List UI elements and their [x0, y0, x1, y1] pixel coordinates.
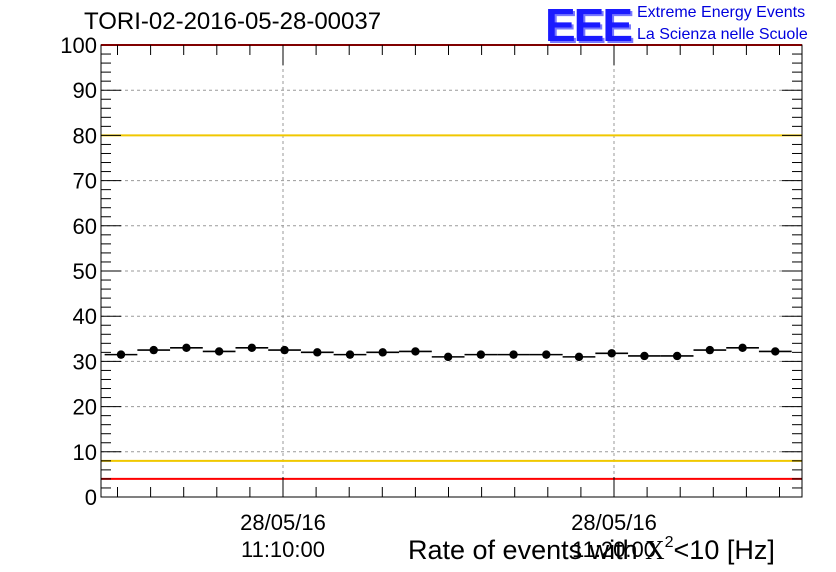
logo-mark: EEE	[545, 0, 633, 51]
data-point	[443, 352, 453, 362]
x-axis-title: Rate of events with X2<10 [Hz]	[408, 534, 775, 566]
data-point	[182, 343, 191, 353]
data-point	[705, 345, 715, 355]
run-title: TORI-02-2016-05-28-00037	[84, 8, 382, 35]
y-tick-label: 40	[73, 304, 97, 329]
grid-lines	[101, 45, 802, 497]
data-point	[247, 343, 257, 353]
y-tick-label: 70	[73, 169, 97, 194]
data-point	[411, 347, 420, 356]
data-point	[771, 347, 780, 356]
data-point	[378, 348, 387, 357]
y-tick-label: 80	[73, 123, 97, 148]
x-tick-date: 28/05/16	[240, 510, 326, 535]
logo-line1: Extreme Energy Events	[637, 4, 806, 21]
tick-labels: 010203040506070809010028/05/1611:10:0028…	[60, 33, 657, 562]
reference-lines	[101, 44, 802, 480]
x-tick-time: 11:10:00	[241, 537, 325, 562]
x-axis-title-suffix: <10 [Hz]	[673, 535, 775, 565]
x-tick-time: 11:20:00	[572, 537, 656, 562]
y-tick-label: 30	[73, 349, 97, 374]
chi-symbol: X	[645, 535, 665, 565]
y-tick-label: 50	[73, 259, 97, 284]
y-tick-label: 100	[60, 33, 97, 58]
x-tick-date: 28/05/16	[571, 510, 657, 535]
y-tick-label: 20	[73, 395, 97, 420]
data-point	[149, 345, 158, 355]
y-tick-label: 10	[73, 440, 97, 465]
data-point	[280, 345, 289, 355]
logo-line2: La Scienza nelle Scuole	[637, 26, 808, 43]
data-point	[509, 350, 518, 359]
data-point	[214, 347, 224, 356]
data-point	[640, 351, 649, 361]
y-tick-label: 60	[73, 214, 97, 239]
y-tick-label: 0	[85, 485, 97, 510]
axis-ticks	[101, 44, 802, 498]
data-point	[313, 348, 322, 357]
data-point	[542, 350, 551, 359]
data-point	[672, 351, 682, 361]
data-points	[104, 343, 792, 362]
y-tick-label: 90	[73, 78, 97, 103]
data-point	[574, 352, 584, 362]
data-point	[116, 350, 126, 359]
data-point	[476, 350, 486, 359]
data-point	[607, 349, 616, 358]
chi-power: 2	[664, 534, 674, 551]
data-point	[345, 350, 355, 359]
data-point	[738, 343, 747, 353]
x-axis-title-prefix: Rate of events with	[408, 535, 646, 565]
